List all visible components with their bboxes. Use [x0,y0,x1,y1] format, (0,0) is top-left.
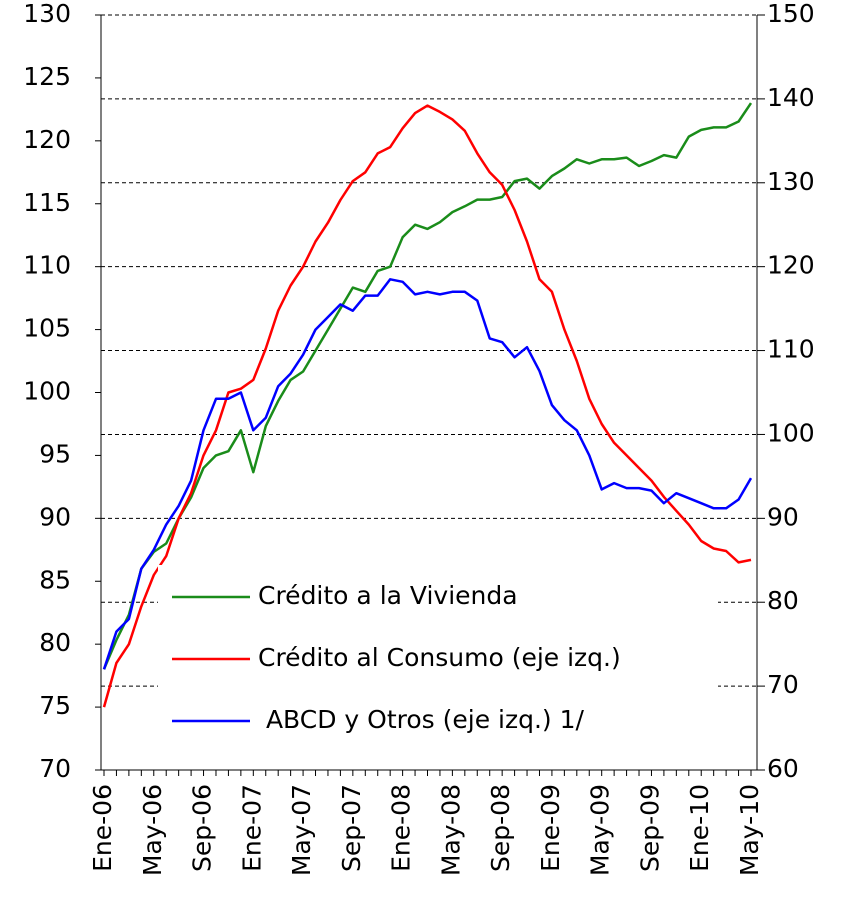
legend-label: Crédito a la Vivienda [258,581,518,610]
x-tick-label: Ene-06 [88,784,117,872]
y-tick-label: 80 [39,628,71,657]
x-tick-label: May-09 [586,784,615,876]
y-tick-label: 115 [23,188,71,217]
y-tick-label: 125 [23,62,71,91]
y2-tick-label: 150 [767,0,815,28]
y2-tick-label: 130 [767,167,815,196]
y2-tick-label: 120 [767,251,815,280]
x-tick-label: May-10 [735,784,764,876]
y-tick-label: 105 [23,314,71,343]
legend-label: Crédito al Consumo (eje izq.) [258,643,621,672]
y-tick-label: 130 [23,0,71,28]
y2-tick-label: 140 [767,83,815,112]
y-tick-label: 70 [39,754,71,783]
x-tick-label: Sep-09 [635,784,664,872]
series-line [102,104,752,708]
y2-tick-label: 70 [767,670,799,699]
y-tick-label: 110 [23,251,71,280]
y2-tick-label: 110 [767,335,815,364]
x-tick-label: Ene-09 [536,784,565,872]
series-line [102,102,753,670]
x-tick-label: May-06 [138,784,167,876]
legend-box [158,565,718,750]
y-tick-label: 90 [39,502,71,531]
x-tick-label: Sep-07 [337,784,366,872]
legend-label: ABCD y Otros (eje izq.) 1/ [258,705,585,734]
y2-tick-label: 80 [767,586,799,615]
x-tick-label: Ene-07 [237,784,266,872]
y-tick-label: 95 [39,439,71,468]
y2-tick-label: 100 [767,418,815,447]
y2-tick-label: 60 [767,754,799,783]
x-tick-label: Ene-10 [685,784,714,872]
x-tick-label: Sep-06 [188,784,217,872]
y2-tick-label: 90 [767,502,799,531]
x-tick-label: Ene-08 [387,784,416,872]
y-tick-label: 120 [23,125,71,154]
x-tick-label: Sep-08 [486,784,515,872]
y-tick-label: 100 [23,377,71,406]
y-tick-label: 75 [39,691,71,720]
x-tick-label: May-07 [287,784,316,876]
y-tick-label: 85 [39,565,71,594]
series-line [102,278,753,670]
x-tick-label: May-08 [436,784,465,876]
